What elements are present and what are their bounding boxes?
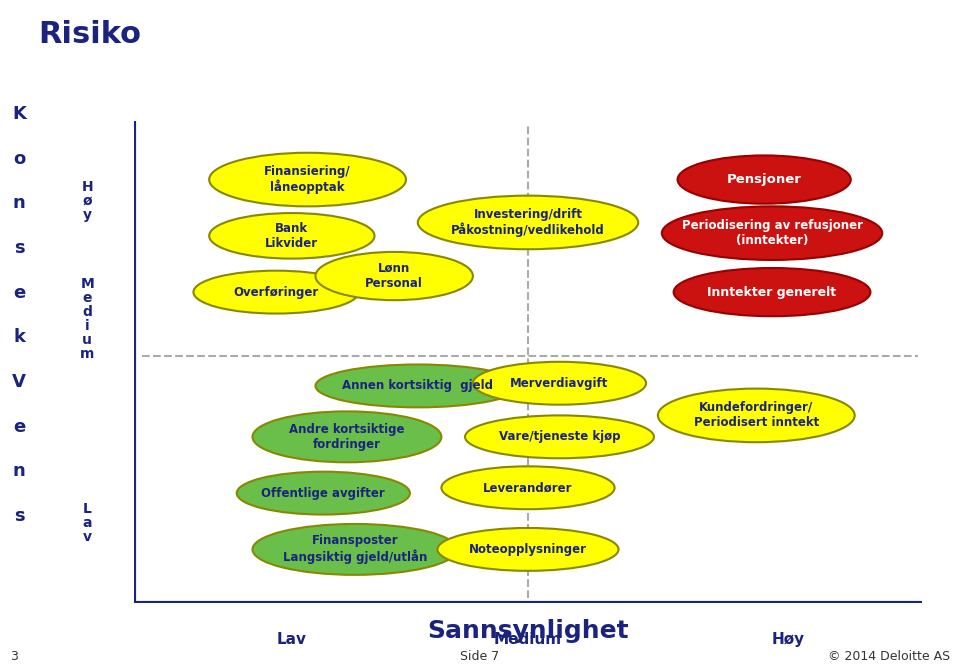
Text: e: e xyxy=(13,283,25,302)
Text: Høy: Høy xyxy=(771,632,804,647)
Text: Side 7: Side 7 xyxy=(461,651,499,663)
Ellipse shape xyxy=(674,268,871,316)
Text: Periodisering av refusjoner
(inntekter): Periodisering av refusjoner (inntekter) xyxy=(682,219,862,247)
Text: Lønn
Personal: Lønn Personal xyxy=(365,262,423,290)
Ellipse shape xyxy=(252,524,457,575)
Text: Investering/drift
Påkostning/vedlikehold: Investering/drift Påkostning/vedlikehold xyxy=(451,208,605,237)
Text: 3: 3 xyxy=(10,651,17,663)
Text: M
e
d
i
u
m: M e d i u m xyxy=(80,277,94,361)
Ellipse shape xyxy=(193,271,359,314)
Text: Risiko: Risiko xyxy=(38,20,141,49)
Text: Sannsynlighet: Sannsynlighet xyxy=(427,619,629,643)
Text: Finansiering/
låneopptak: Finansiering/ låneopptak xyxy=(264,165,351,194)
Ellipse shape xyxy=(661,206,882,260)
Ellipse shape xyxy=(438,528,618,571)
Text: Lav: Lav xyxy=(276,632,307,647)
Text: Bank
Likvider: Bank Likvider xyxy=(265,222,319,250)
Ellipse shape xyxy=(209,213,374,259)
Text: Vare/tjeneste kjøp: Vare/tjeneste kjøp xyxy=(499,430,620,444)
Text: Inntekter generelt: Inntekter generelt xyxy=(708,285,836,299)
Text: H
ø
y: H ø y xyxy=(82,180,93,222)
Text: Medium: Medium xyxy=(494,632,562,647)
Text: Kundefordringer/
Periodisert inntekt: Kundefordringer/ Periodisert inntekt xyxy=(694,401,819,429)
Ellipse shape xyxy=(465,415,654,458)
Ellipse shape xyxy=(658,389,854,442)
Text: Merverdiavgift: Merverdiavgift xyxy=(511,377,609,390)
Text: Offentlige avgifter: Offentlige avgifter xyxy=(261,486,385,500)
Text: V: V xyxy=(12,373,26,391)
Ellipse shape xyxy=(442,466,614,509)
Text: o: o xyxy=(13,149,25,168)
Text: e: e xyxy=(13,417,25,436)
Text: k: k xyxy=(13,328,25,346)
Text: K: K xyxy=(12,105,26,123)
Text: n: n xyxy=(12,194,26,212)
Ellipse shape xyxy=(252,411,442,462)
Ellipse shape xyxy=(209,153,406,206)
Text: Finansposter
Langsiktig gjeld/utlån: Finansposter Langsiktig gjeld/utlån xyxy=(282,535,427,564)
Text: Andre kortsiktige
fordringer: Andre kortsiktige fordringer xyxy=(289,423,405,451)
Text: s: s xyxy=(13,507,25,525)
Text: s: s xyxy=(13,239,25,257)
Ellipse shape xyxy=(418,196,638,249)
Text: Noteopplysninger: Noteopplysninger xyxy=(469,543,587,556)
Text: Leverandører: Leverandører xyxy=(483,481,573,494)
Ellipse shape xyxy=(678,155,851,204)
Ellipse shape xyxy=(316,252,473,300)
Text: Pensjoner: Pensjoner xyxy=(727,173,802,186)
Text: Annen kortsiktig  gjeld: Annen kortsiktig gjeld xyxy=(343,379,493,393)
Text: Overføringer: Overføringer xyxy=(233,285,319,299)
Text: © 2014 Deloitte AS: © 2014 Deloitte AS xyxy=(828,651,950,663)
Ellipse shape xyxy=(237,472,410,515)
Ellipse shape xyxy=(473,362,646,405)
Text: n: n xyxy=(12,462,26,480)
Ellipse shape xyxy=(316,364,520,407)
Text: L
a
v: L a v xyxy=(83,502,92,543)
